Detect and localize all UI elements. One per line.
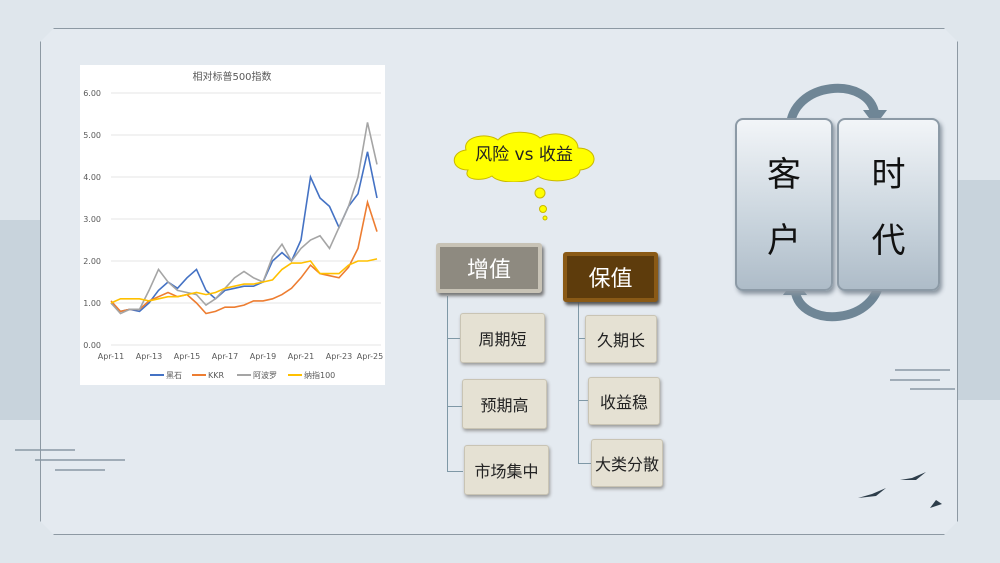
preserve-item: 大类分散: [591, 439, 663, 487]
y-tick-label: 3.00: [83, 215, 101, 224]
y-tick-label: 6.00: [83, 89, 101, 98]
x-tick-label: Apr-25: [357, 352, 383, 361]
legend-label: 黑石: [166, 371, 182, 380]
growth-item: 市场集中: [464, 445, 549, 495]
connector-line: [578, 400, 592, 401]
customer-char: 客: [767, 154, 801, 195]
x-tick-label: Apr-19: [250, 352, 276, 361]
x-tick-label: Apr-23: [326, 352, 352, 361]
preserve-header: 保值: [563, 252, 658, 302]
cloud-decoration: [890, 369, 955, 390]
customer-char: 户: [767, 221, 801, 262]
era-char: 代: [871, 221, 906, 262]
y-tick-label: 0.00: [83, 341, 101, 350]
x-tick-label: Apr-15: [174, 352, 200, 361]
legend-label: KKR: [208, 371, 224, 380]
connector-line: [447, 338, 463, 339]
bubble-text: 风险 vs 收益: [475, 145, 573, 165]
chart-title: 相对标普500指数: [192, 70, 271, 83]
connector-line: [578, 463, 592, 464]
growth-item: 预期高: [462, 379, 547, 429]
cloud-decoration: [15, 449, 125, 471]
connector-line: [447, 471, 463, 472]
y-tick-label: 5.00: [83, 131, 101, 140]
line-chart: 相对标普500指数 0.00 1.00 2.00 3.00 4.00 5.00 6.00 Apr…: [83, 70, 383, 380]
y-tick-label: 4.00: [83, 173, 101, 182]
connector-line: [447, 296, 448, 471]
bubble-dots: [534, 187, 548, 221]
x-tick-label: Apr-13: [136, 352, 162, 361]
y-tick-label: 1.00: [83, 299, 101, 308]
birds-icon: [858, 472, 942, 508]
legend-label: 阿波罗: [253, 370, 277, 380]
growth-header: 增值: [436, 243, 542, 293]
series-line-KKR: [110, 199, 378, 315]
thought-bubble: [453, 131, 595, 182]
x-tick-label: Apr-11: [98, 352, 124, 361]
series-line-纳指100: [110, 258, 378, 304]
customer-block: 客户: [735, 118, 833, 291]
connector-line: [578, 302, 579, 464]
era-block: 时代: [837, 118, 940, 291]
preserve-item: 久期长: [585, 315, 657, 363]
growth-item: 周期短: [460, 313, 545, 363]
x-tick-label: Apr-21: [288, 352, 314, 361]
connector-line: [447, 406, 463, 407]
series-line-阿波罗: [110, 122, 378, 315]
y-tick-label: 2.00: [83, 257, 101, 266]
preserve-item: 收益稳: [588, 377, 660, 425]
series-line-黑石: [110, 151, 378, 313]
chart-container: 相对标普500指数 0.00 1.00 2.00 3.00 4.00 5.00 6.00 Apr…: [80, 65, 385, 385]
x-tick-label: Apr-17: [212, 352, 238, 361]
era-char: 时: [871, 154, 906, 195]
legend-label: 纳指100: [304, 370, 335, 380]
